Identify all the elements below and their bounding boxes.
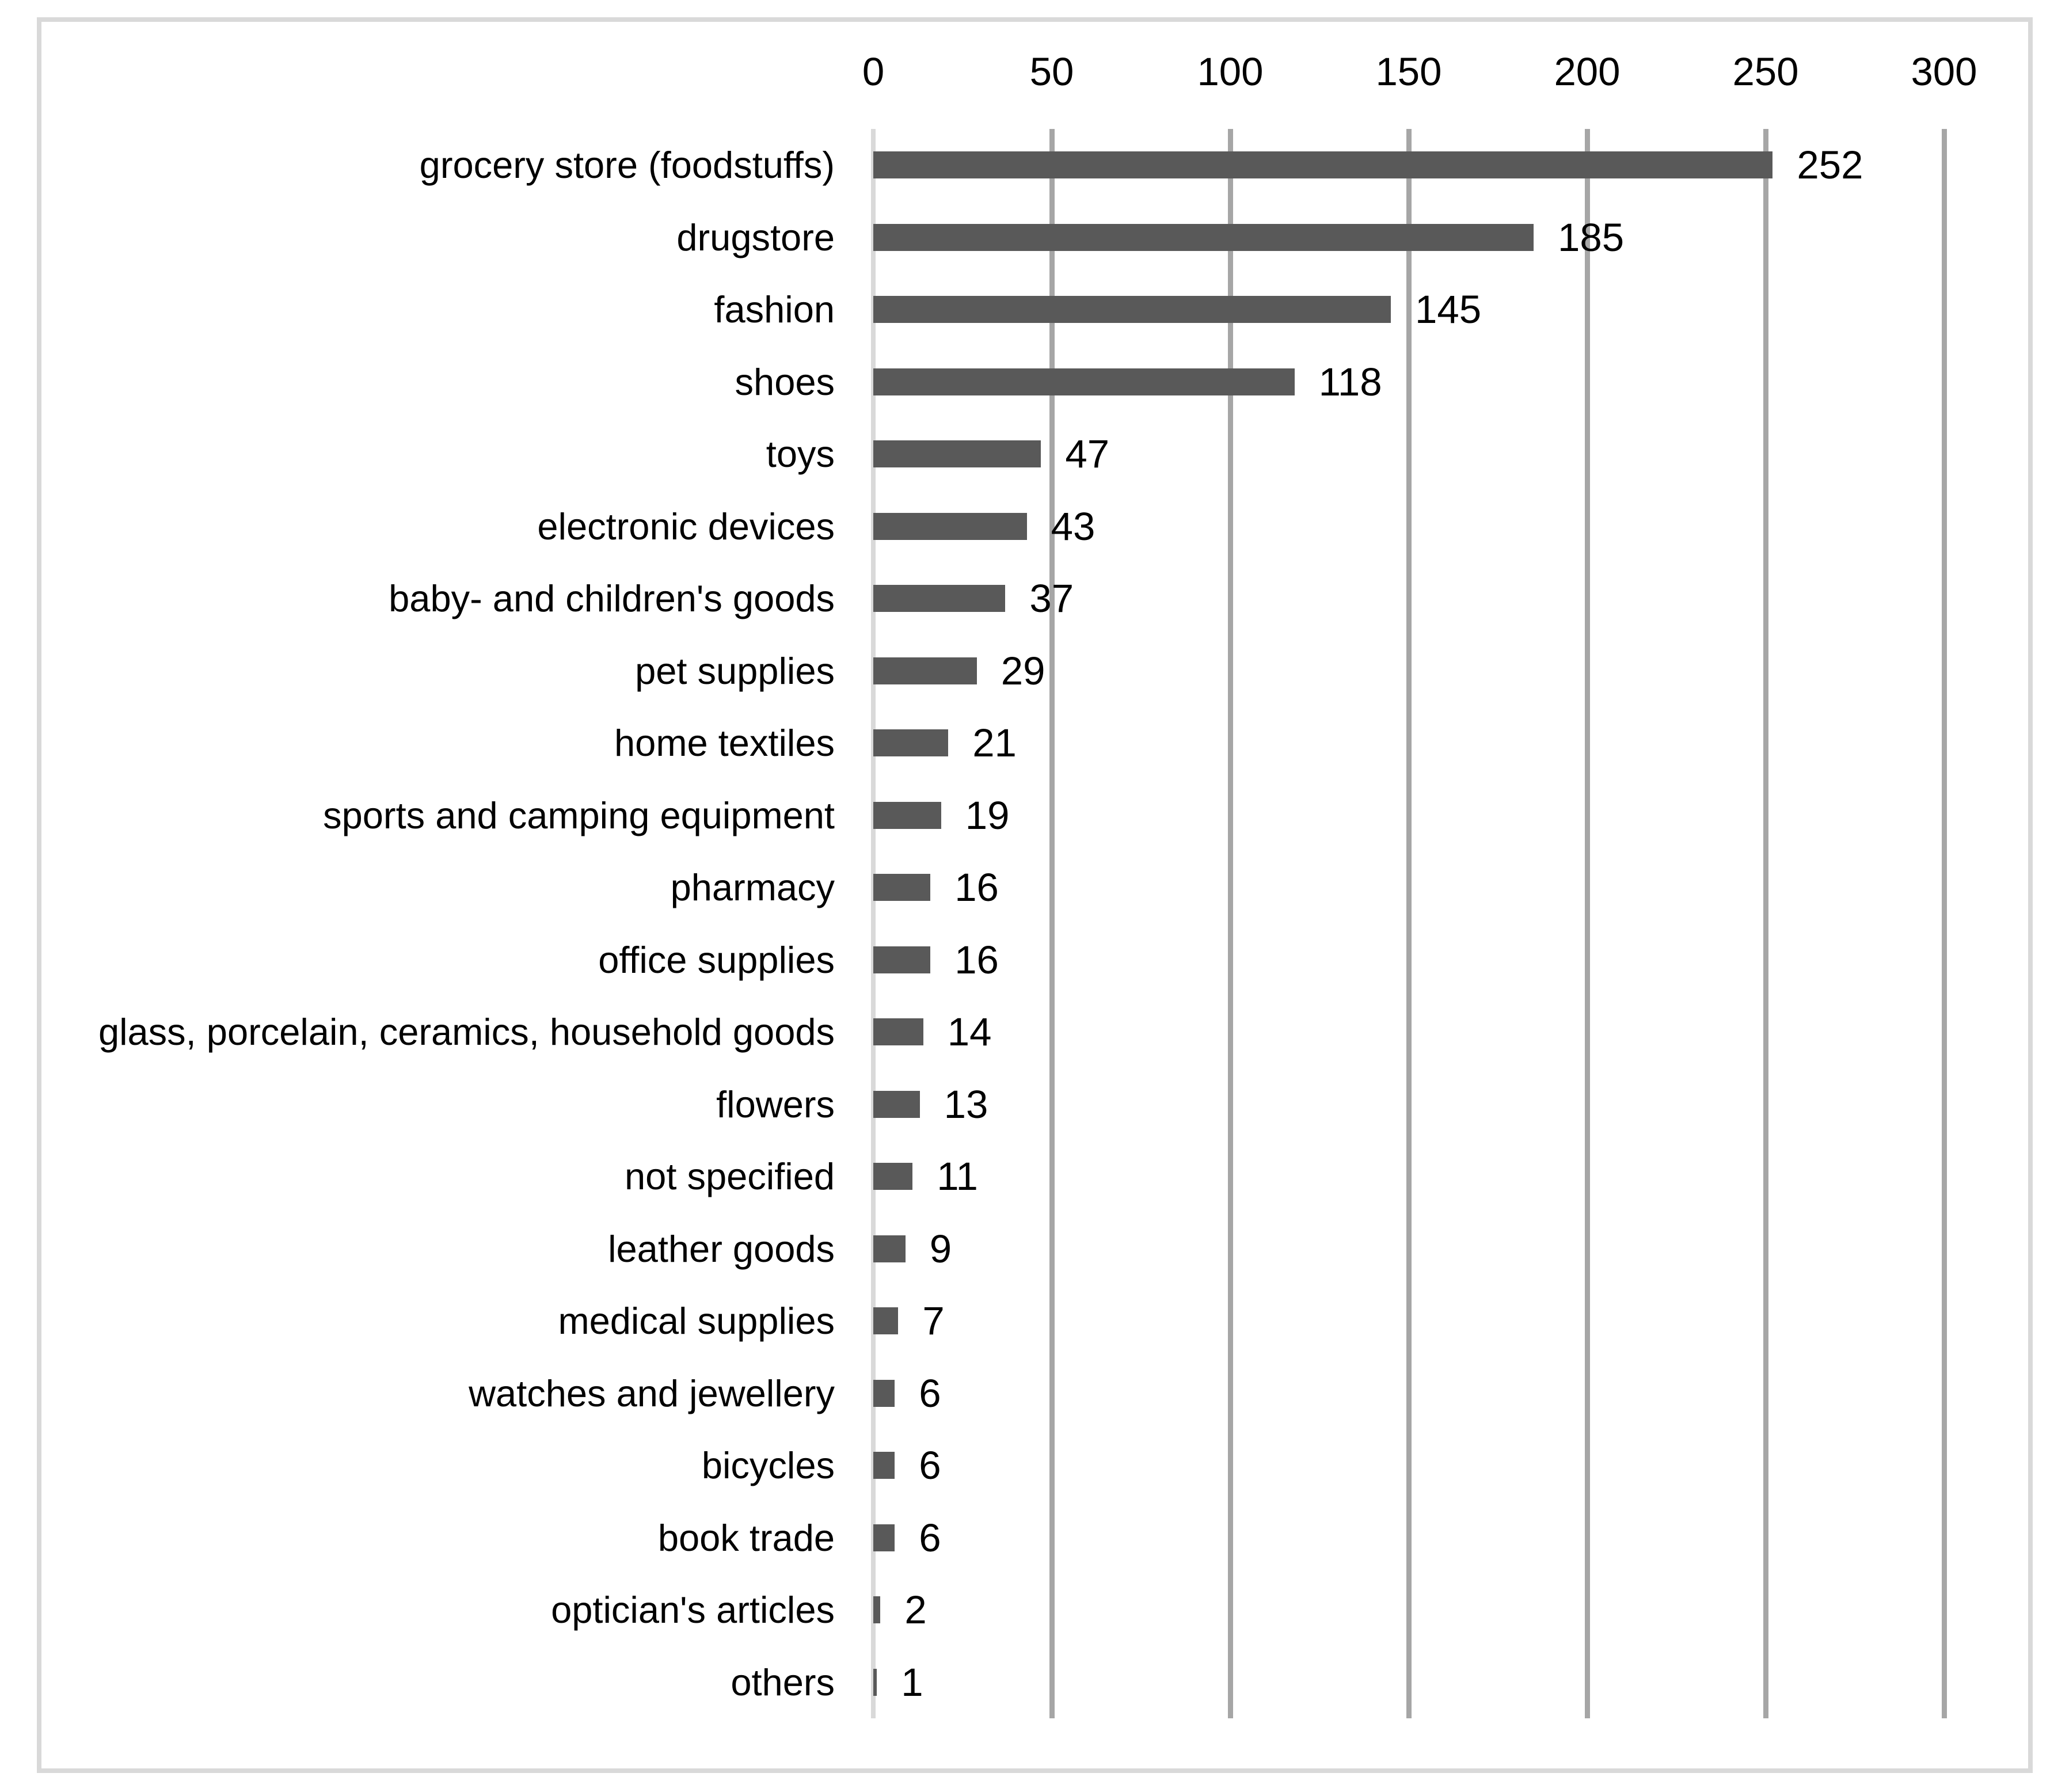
category-label: shoes bbox=[735, 360, 835, 403]
category-label: book trade bbox=[657, 1516, 835, 1559]
category-label: others bbox=[731, 1661, 835, 1703]
value-label: 6 bbox=[919, 1443, 941, 1487]
x-axis-tick-label: 150 bbox=[1375, 50, 1442, 94]
category-label: grocery store (foodstuffs) bbox=[419, 144, 835, 186]
x-gridline bbox=[1763, 129, 1768, 1718]
category-label: flowers bbox=[716, 1083, 835, 1125]
bar bbox=[873, 801, 941, 829]
bar bbox=[873, 1452, 895, 1479]
bar bbox=[873, 512, 1027, 540]
value-label: 16 bbox=[954, 937, 999, 982]
x-gridline bbox=[1941, 129, 1947, 1718]
bar bbox=[873, 368, 1295, 395]
x-axis-tick-label: 100 bbox=[1197, 50, 1264, 94]
x-axis-tick-label: 200 bbox=[1554, 50, 1621, 94]
value-label: 47 bbox=[1065, 432, 1110, 476]
bar bbox=[873, 1307, 899, 1335]
value-label: 37 bbox=[1029, 576, 1074, 621]
bar bbox=[873, 1379, 895, 1407]
x-gridline bbox=[1584, 129, 1590, 1718]
value-label: 118 bbox=[1318, 359, 1382, 404]
value-label: 1 bbox=[901, 1660, 923, 1705]
value-label: 2 bbox=[904, 1588, 927, 1632]
category-label: baby- and children's goods bbox=[389, 577, 835, 619]
bar bbox=[873, 1235, 906, 1262]
value-label: 7 bbox=[922, 1299, 945, 1343]
value-label: 16 bbox=[954, 865, 999, 910]
category-label: glass, porcelain, ceramics, household go… bbox=[98, 1011, 835, 1053]
value-label: 252 bbox=[1797, 143, 1863, 187]
value-label: 13 bbox=[944, 1082, 988, 1127]
bar bbox=[873, 151, 1773, 179]
value-label: 19 bbox=[965, 793, 1010, 838]
x-axis-tick-label: 300 bbox=[1911, 50, 1977, 94]
category-label: medical supplies bbox=[558, 1300, 835, 1342]
value-label: 29 bbox=[1001, 648, 1045, 693]
x-axis-tick-label: 250 bbox=[1732, 50, 1799, 94]
bar bbox=[873, 223, 1534, 251]
value-label: 11 bbox=[937, 1154, 978, 1199]
category-label: home textiles bbox=[614, 722, 835, 764]
bar bbox=[873, 296, 1391, 324]
category-label: fashion bbox=[714, 288, 835, 330]
bar bbox=[873, 1163, 913, 1190]
category-label: watches and jewellery bbox=[469, 1372, 835, 1414]
category-label: leather goods bbox=[608, 1227, 835, 1270]
category-label: pet supplies bbox=[635, 649, 835, 692]
bar bbox=[873, 946, 931, 973]
bar bbox=[873, 1596, 881, 1624]
value-label: 9 bbox=[929, 1226, 952, 1271]
category-label: drugstore bbox=[676, 216, 835, 258]
bar bbox=[873, 1090, 920, 1118]
value-label: 14 bbox=[947, 1010, 992, 1054]
category-label: toys bbox=[766, 433, 835, 475]
value-label: 21 bbox=[972, 721, 1017, 765]
bar bbox=[873, 729, 949, 757]
category-label: office supplies bbox=[598, 938, 835, 981]
bar bbox=[873, 1668, 877, 1696]
value-label: 145 bbox=[1415, 287, 1482, 332]
category-label: sports and camping equipment bbox=[323, 794, 835, 836]
category-label: pharmacy bbox=[670, 866, 835, 908]
value-label: 6 bbox=[919, 1371, 941, 1416]
category-label: bicycles bbox=[701, 1444, 835, 1486]
bar bbox=[873, 874, 931, 901]
value-label: 185 bbox=[1558, 215, 1625, 260]
bar bbox=[873, 440, 1041, 468]
x-axis-tick-label: 50 bbox=[1029, 50, 1074, 94]
bar bbox=[873, 1524, 895, 1551]
x-gridline bbox=[1049, 129, 1055, 1718]
bar bbox=[873, 1018, 923, 1046]
x-gridline bbox=[1406, 129, 1412, 1718]
value-label: 6 bbox=[919, 1515, 941, 1560]
x-axis-tick-label: 0 bbox=[862, 50, 885, 94]
y-axis-line bbox=[871, 129, 876, 1718]
bar bbox=[873, 585, 1006, 612]
bar bbox=[873, 657, 977, 684]
category-label: optician's articles bbox=[551, 1589, 835, 1631]
x-gridline bbox=[1227, 129, 1233, 1718]
category-label: not specified bbox=[625, 1155, 835, 1197]
category-label: electronic devices bbox=[537, 505, 835, 547]
value-label: 43 bbox=[1051, 504, 1096, 549]
